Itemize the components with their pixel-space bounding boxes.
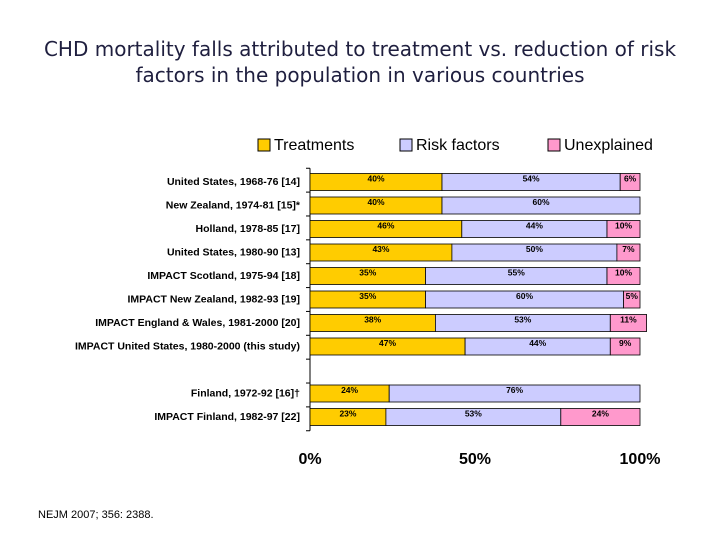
bar-segment	[609, 314, 647, 332]
bar-segment	[560, 408, 641, 426]
value-label: 40%	[367, 173, 384, 183]
value-label: 43%	[372, 244, 389, 254]
source-note: NEJM 2007; 356: 2388.	[38, 509, 154, 521]
x-tick-label: 0%	[298, 451, 321, 468]
bar-segment	[606, 220, 641, 238]
value-label: 60%	[516, 291, 533, 301]
legend-label: Risk factors	[416, 137, 500, 154]
value-label: 24%	[592, 408, 609, 418]
legend-label: Unexplained	[564, 137, 653, 154]
value-label: 50%	[526, 244, 543, 254]
value-label: 46%	[377, 220, 394, 230]
category-label: IMPACT United States, 1980-2000 (this st…	[75, 340, 300, 352]
value-label: 11%	[620, 314, 637, 324]
value-label: 6%	[624, 173, 637, 183]
value-label: 9%	[619, 338, 632, 348]
bar-segment	[619, 173, 641, 191]
category-label: IMPACT England & Wales, 1981-2000 [20]	[95, 317, 300, 329]
bar-segment	[441, 196, 641, 215]
bar-segment	[606, 267, 641, 285]
chart-title: CHD mortality falls attributed to treatm…	[43, 37, 677, 87]
value-label: 23%	[339, 408, 356, 418]
value-label: 40%	[367, 197, 384, 207]
x-tick-label: 50%	[459, 451, 491, 468]
legend-swatch	[257, 138, 271, 152]
value-label: 47%	[379, 338, 396, 348]
category-label: IMPACT Finland, 1982-97 [22]	[154, 411, 300, 423]
legend-swatch	[547, 138, 561, 152]
category-label: United States, 1968-76 [14]	[167, 176, 300, 188]
category-label: IMPACT New Zealand, 1982-93 [19]	[127, 293, 300, 305]
value-label: 38%	[364, 314, 381, 324]
value-label: 10%	[615, 267, 632, 277]
value-label: 54%	[523, 173, 540, 183]
legend-label: Treatments	[274, 137, 354, 154]
value-label: 76%	[506, 385, 523, 395]
bar-segment	[623, 290, 641, 309]
value-label: 24%	[341, 385, 358, 395]
bar-segment	[609, 337, 641, 356]
value-label: 44%	[529, 338, 546, 348]
category-label: Holland, 1978-85 [17]	[196, 223, 300, 235]
value-label: 7%	[622, 244, 635, 254]
value-label: 53%	[514, 314, 531, 324]
value-label: 60%	[532, 197, 549, 207]
x-tick-label: 100%	[620, 451, 661, 468]
legend-swatch	[399, 138, 413, 152]
category-label: United States, 1980-90 [13]	[167, 246, 300, 258]
category-label: Finland, 1972-92 [16]†	[191, 387, 300, 399]
bar-segment	[616, 243, 641, 262]
value-label: 35%	[359, 267, 376, 277]
value-label: 5%	[626, 291, 639, 301]
value-label: 44%	[526, 220, 543, 230]
value-label: 55%	[508, 267, 525, 277]
value-label: 35%	[359, 291, 376, 301]
bar-segment	[388, 384, 641, 403]
value-label: 10%	[615, 220, 632, 230]
value-label: 53%	[465, 408, 482, 418]
category-label: IMPACT Scotland, 1975-94 [18]	[147, 270, 300, 282]
category-label: New Zealand, 1974-81 [15]*	[166, 199, 301, 211]
